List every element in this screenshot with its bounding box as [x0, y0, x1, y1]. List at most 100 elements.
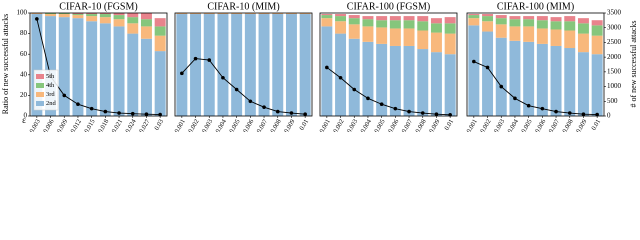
panel-frame	[29, 12, 168, 117]
bar-segment	[550, 45, 562, 116]
bar-segment	[348, 15, 360, 19]
bar-segment	[564, 16, 576, 22]
x-tick-label: 0.008	[414, 118, 427, 132]
line-point	[434, 112, 439, 117]
bar-segment	[113, 19, 125, 27]
bar-segment	[536, 43, 548, 116]
line-point	[379, 102, 384, 107]
x-tick-label: 0.008	[561, 118, 574, 132]
line-point	[581, 112, 586, 117]
bar-segment	[536, 16, 548, 21]
line-point	[366, 96, 370, 101]
line-point	[499, 84, 504, 89]
line-point	[485, 65, 490, 70]
bar-segment	[258, 14, 270, 117]
bar-segment	[389, 45, 401, 116]
bar-segment	[203, 14, 215, 117]
x-tick-label: 0.007	[548, 118, 562, 132]
bar-segment	[482, 14, 494, 17]
bar-segment	[468, 18, 480, 26]
bar-segment	[113, 26, 125, 116]
x-tick-label: 0.009	[56, 118, 69, 132]
bar-segment	[577, 52, 589, 116]
bar-segment	[31, 14, 43, 117]
bar-segment	[154, 18, 166, 27]
line-point	[338, 75, 343, 80]
bar-segment	[468, 14, 480, 16]
bar-segment	[536, 28, 548, 44]
y-tick-label: 20	[20, 91, 28, 99]
bar-segment	[536, 20, 548, 29]
line-point	[262, 105, 266, 109]
bar-segment	[430, 32, 442, 53]
bar-segment	[140, 19, 152, 27]
bar-segment	[444, 23, 456, 34]
bar-segment	[591, 20, 603, 26]
line-point	[289, 111, 294, 115]
line-point	[158, 112, 162, 117]
bar-segment	[203, 13, 215, 15]
bar-segment	[321, 14, 333, 16]
x-tick-label: 0.018	[97, 118, 110, 132]
bar-segment	[389, 28, 401, 46]
x-tick-label: 0.004	[215, 118, 229, 132]
bar-segment	[468, 15, 480, 19]
y2-tick-label: 3000	[607, 23, 622, 31]
bar-segment	[444, 17, 456, 24]
line-point	[595, 112, 599, 117]
bar-segment	[376, 43, 388, 116]
x-tick-label: 0.002	[479, 118, 492, 132]
bar-segment	[86, 21, 98, 117]
bar-segment	[417, 30, 429, 50]
line	[473, 61, 598, 115]
bar-segment	[140, 38, 152, 116]
x-tick-label: 0.006	[242, 118, 256, 132]
bar-segment	[272, 14, 284, 117]
line-point	[103, 109, 108, 114]
line-point	[540, 106, 545, 111]
panel-title: CIFAR-100 (FGSM)	[347, 1, 430, 12]
line-point	[35, 17, 39, 21]
y2-tick-label: 1000	[607, 82, 622, 90]
bar-segment	[321, 18, 333, 27]
bar-segment	[376, 20, 388, 28]
x-tick-label: 0.001	[173, 118, 186, 132]
y-tick-label: 40	[20, 70, 28, 78]
bar-segment	[348, 18, 360, 25]
line-point	[275, 109, 280, 114]
bar-segment	[564, 48, 576, 116]
x-tick-label: 0.021	[111, 118, 124, 132]
bar-segment	[154, 35, 166, 52]
bar-segment	[154, 26, 166, 36]
y-axis-label: Ratio of new successful attacks	[1, 14, 10, 114]
line-point	[352, 87, 357, 92]
bar-segment	[509, 19, 521, 27]
bar-segment	[362, 19, 374, 27]
line	[181, 58, 306, 115]
bar-segment	[299, 13, 311, 15]
bar-segment	[417, 16, 429, 22]
bar-segment	[176, 14, 188, 117]
y2-tick-label: 500	[607, 97, 618, 105]
panel-frame	[319, 12, 458, 117]
x-tick-label: 0.002	[332, 118, 345, 132]
bar-segment	[45, 13, 57, 15]
bar-segment	[99, 13, 111, 15]
bar-segment	[523, 19, 535, 27]
figure: CIFAR-10 (FGSM)0.003 0.006 0.009 0.012 0.015…	[1, 1, 638, 132]
line-point	[513, 96, 517, 101]
legend-swatch	[36, 101, 44, 106]
line-point	[207, 58, 212, 62]
panel-frame	[466, 12, 605, 117]
bar-segment	[113, 15, 125, 20]
bar-segment	[482, 21, 494, 32]
panel-title: CIFAR-10 (MIM)	[207, 1, 279, 12]
bar-segment	[176, 13, 188, 15]
bar-segment	[482, 31, 494, 116]
line-point	[248, 99, 253, 104]
bar-segment	[550, 21, 562, 30]
bar-segment	[564, 30, 576, 49]
line-point	[407, 109, 411, 114]
panel-frame	[174, 12, 313, 117]
bar-segment	[140, 26, 152, 39]
